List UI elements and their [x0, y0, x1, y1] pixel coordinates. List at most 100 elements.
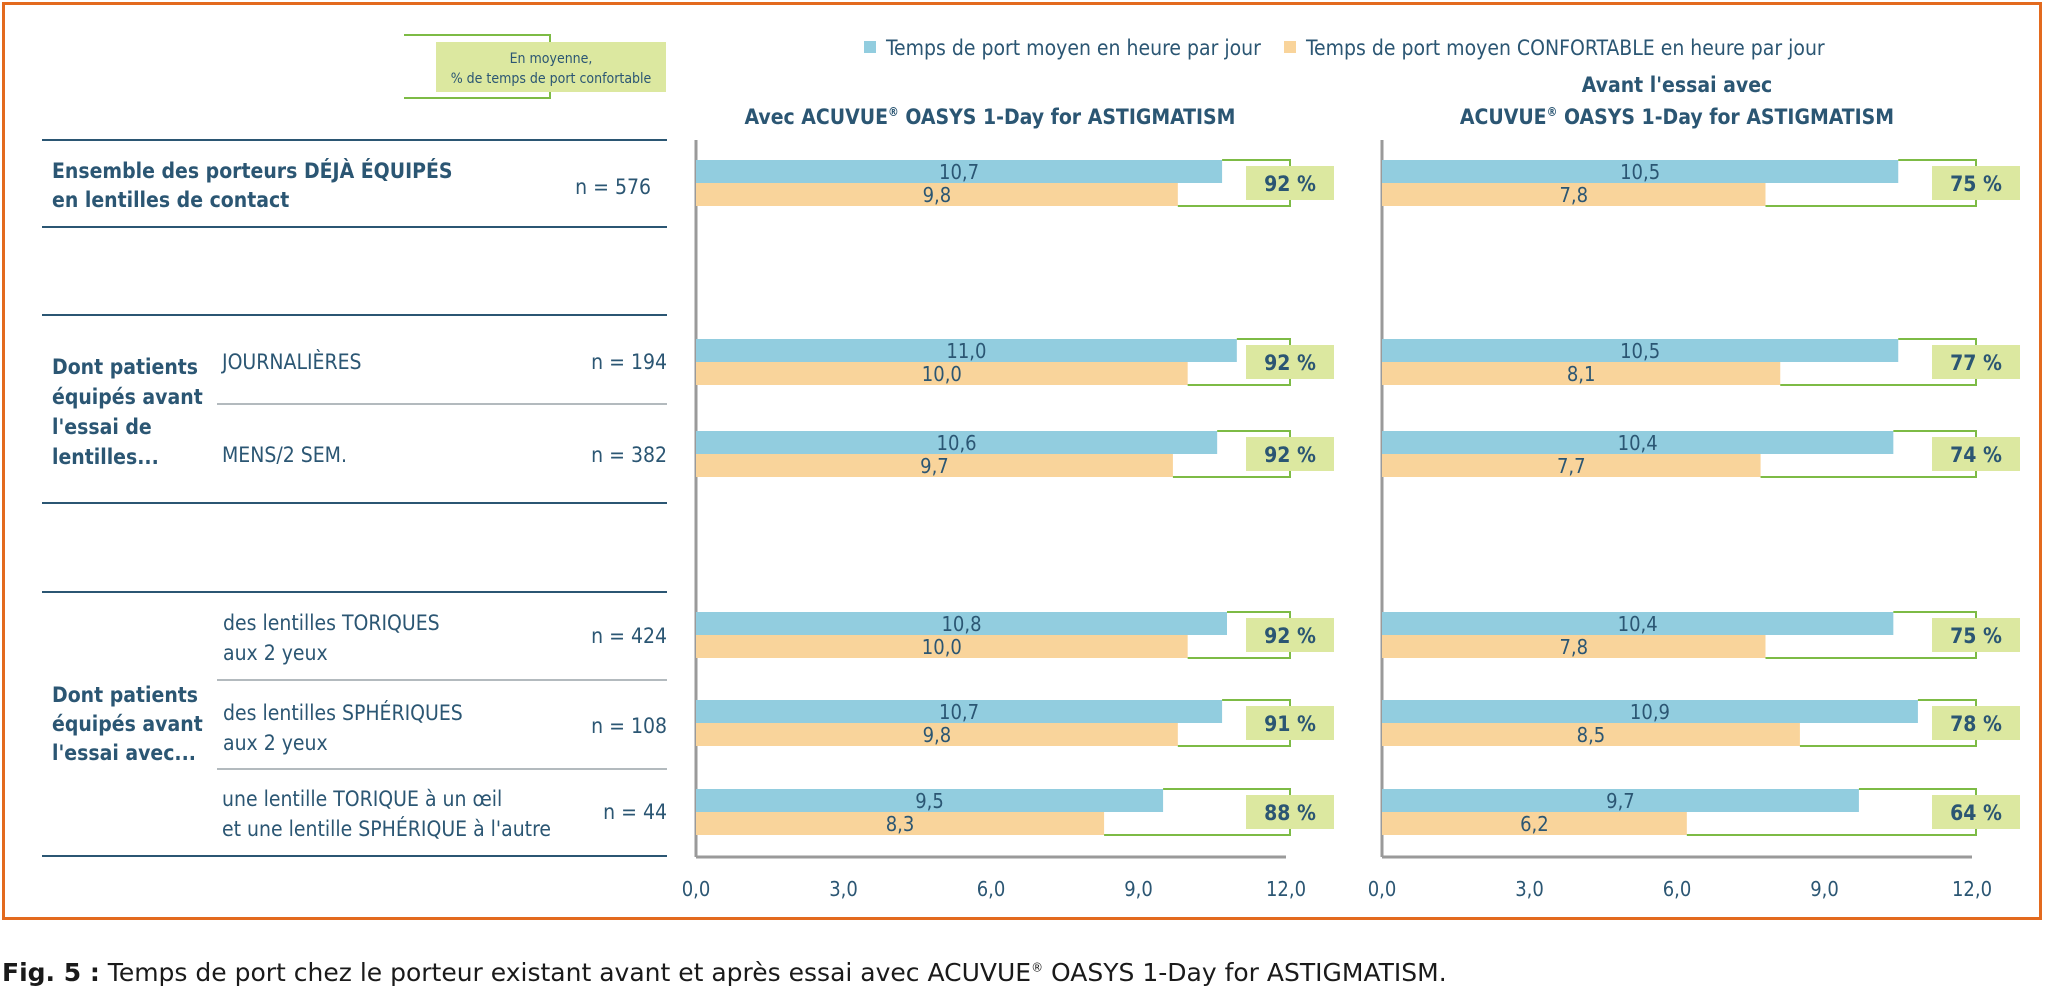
bar-series1: [696, 431, 1218, 454]
bar-series2: [696, 362, 1188, 385]
row3-n: n = 424: [591, 624, 667, 648]
panel1-title: Avec ACUVUE® OASYS 1-Day for ASTIGMATISM: [745, 105, 1236, 129]
bar-series1: [1382, 431, 1894, 454]
caption-reg: ®: [1031, 960, 1044, 975]
bar-series1: [696, 789, 1164, 812]
group2-label-line3: l'essai avec...: [52, 741, 196, 765]
group2-label-line2: équipés avant: [52, 712, 203, 736]
percent-label: 64 %: [1950, 801, 2002, 825]
bar-series1: [1382, 160, 1899, 183]
average-legend-line2: % de temps de port confortable: [451, 71, 652, 87]
row5-label-line1: une lentille TORIQUE à un œil: [222, 787, 502, 811]
row1-n: n = 194: [591, 350, 667, 374]
bar-series2: [696, 723, 1178, 746]
percent-label: 92 %: [1264, 172, 1316, 196]
caption-fig-number: Fig. 5 :: [2, 958, 100, 987]
value-label-series1: 10,9: [1630, 700, 1670, 724]
figure-frame: [2, 2, 2042, 920]
bar-series2: [696, 183, 1178, 206]
value-label-series1: 10,6: [937, 431, 977, 455]
chart-panels: 10,79,8 92 %11,010,0 92 %10,69,7 92 %10,810…: [682, 140, 2020, 901]
chart-figure: En moyenne, % de temps de port confortab…: [42, 34, 2020, 901]
row2-n: n = 382: [591, 443, 667, 467]
percent-box: [1246, 437, 1334, 471]
average-legend-bracket-bottom: [404, 92, 551, 99]
bar-series2: [1382, 183, 1766, 206]
row0-label-line1: Ensemble des porteurs DÉJÀ ÉQUIPÉS: [52, 158, 452, 183]
value-label-series1: 10,7: [939, 700, 979, 724]
bar-series1: [696, 612, 1227, 635]
row4-n: n = 108: [591, 714, 667, 738]
row0-n: n = 576: [575, 175, 651, 199]
bar-series2: [1382, 723, 1800, 746]
percent-label: 75 %: [1950, 624, 2002, 648]
percent-box: [1932, 706, 2020, 740]
panel1-title-main: Avec ACUVUE: [745, 105, 888, 129]
value-label-series1: 9,5: [915, 789, 944, 813]
percent-box: [1932, 166, 2020, 200]
panel-1: 10,79,8 92 %11,010,0 92 %10,69,7 92 %10,810…: [682, 140, 1334, 901]
percent-label: 75 %: [1950, 172, 2002, 196]
panel2-title-main: ACUVUE: [1460, 105, 1547, 129]
percent-box: [1932, 618, 2020, 652]
bar-series2: [1382, 454, 1761, 477]
row5-label-line2: et une lentille SPHÉRIQUE à l'autre: [222, 816, 551, 841]
row1-label: JOURNALIÈRES: [221, 349, 362, 374]
row4-label-line1: des lentilles SPHÉRIQUES: [223, 700, 463, 725]
percent-box: [1246, 618, 1334, 652]
percent-label: 92 %: [1264, 443, 1316, 467]
row3-label-line1: des lentilles TORIQUES: [223, 611, 440, 635]
percent-label: 77 %: [1950, 351, 2002, 375]
value-label-series2: 7,7: [1557, 454, 1586, 478]
series-legend: Temps de port moyen en heure par jour Te…: [864, 36, 1825, 60]
legend-swatch-series1: [864, 41, 876, 53]
value-label-series1: 10,7: [939, 160, 979, 184]
value-label-series1: 10,4: [1618, 612, 1658, 636]
percent-label: 92 %: [1264, 351, 1316, 375]
panel2-title-line0: Avant l'essai avec: [1582, 73, 1772, 97]
percent-box: [1932, 795, 2020, 829]
percent-box: [1246, 166, 1334, 200]
group1-label-line1: Dont patients: [52, 355, 198, 379]
x-tick-label: 3,0: [1515, 877, 1544, 901]
x-tick-label: 12,0: [1952, 877, 1992, 901]
row2-label: MENS/2 SEM.: [222, 443, 347, 467]
bar-series1: [1382, 700, 1918, 723]
x-tick-label: 0,0: [682, 877, 711, 901]
x-tick-label: 9,0: [1810, 877, 1839, 901]
value-label-series1: 10,5: [1620, 339, 1660, 363]
group1-label-line2: équipés avant: [52, 385, 203, 409]
legend-swatch-series2: [1284, 41, 1296, 53]
bar-series1: [1382, 339, 1899, 362]
value-label-series1: 10,8: [941, 612, 981, 636]
panel2-title: ACUVUE® OASYS 1-Day for ASTIGMATISM: [1460, 105, 1894, 129]
percent-label: 74 %: [1950, 443, 2002, 467]
caption-text-b: OASYS 1-Day for ASTIGMATISM.: [1043, 958, 1447, 987]
x-tick-label: 0,0: [1368, 877, 1397, 901]
caption-text-a: Temps de port chez le porteur existant a…: [99, 958, 1032, 987]
value-label-series2: 9,7: [920, 454, 949, 478]
group1-label-line3: l'essai de: [52, 415, 152, 439]
x-tick-label: 12,0: [1266, 877, 1306, 901]
average-legend-line1: En moyenne,: [510, 51, 593, 67]
value-label-series2: 9,8: [923, 183, 952, 207]
bar-series1: [696, 339, 1237, 362]
row0-label-part-a: Ensemble des porteurs: [52, 159, 304, 183]
percent-label: 88 %: [1264, 801, 1316, 825]
bar-series2: [696, 454, 1173, 477]
percent-box: [1246, 345, 1334, 379]
bar-series1: [696, 160, 1223, 183]
value-label-series2: 7,8: [1559, 183, 1588, 207]
value-label-series2: 10,0: [922, 362, 962, 386]
percent-label: 78 %: [1950, 712, 2002, 736]
bar-series1: [1382, 612, 1894, 635]
row5-n: n = 44: [603, 800, 667, 824]
bar-series2: [1382, 635, 1766, 658]
percent-box: [1246, 795, 1334, 829]
x-tick-label: 9,0: [1124, 877, 1153, 901]
legend-label-series2: Temps de port moyen CONFORTABLE en heure…: [1305, 36, 1825, 60]
group2-label-line1: Dont patients: [52, 683, 198, 707]
average-legend: En moyenne, % de temps de port confortab…: [404, 34, 666, 99]
value-label-series2: 9,8: [923, 723, 952, 747]
percent-box: [1246, 706, 1334, 740]
